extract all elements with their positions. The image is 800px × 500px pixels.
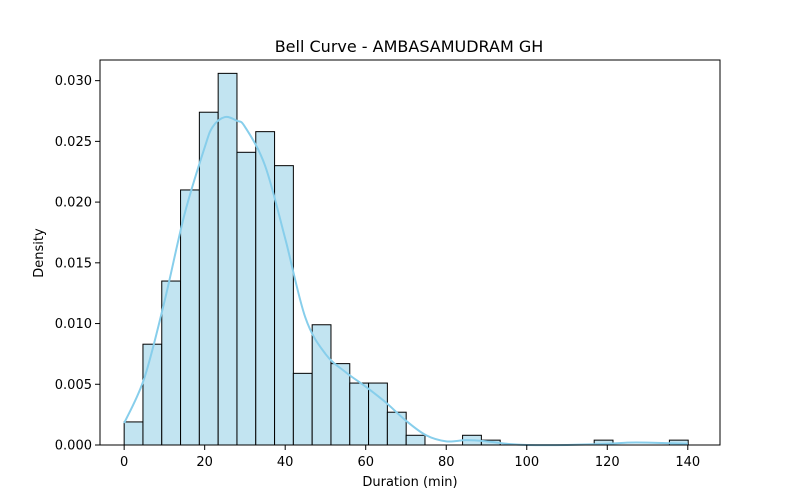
plot-frame [99, 59, 721, 446]
x-tick-label: 140 [675, 455, 700, 470]
histogram-bar [405, 434, 426, 446]
histogram-bar [386, 411, 407, 446]
histogram-bar [142, 343, 163, 446]
y-tick-label: 0.000 [55, 439, 92, 454]
histogram-bar [255, 131, 276, 446]
histogram-bar [123, 421, 144, 446]
histogram-bar [217, 72, 238, 446]
x-tick-label: 0 [120, 455, 128, 470]
x-tick-label: 120 [595, 455, 620, 470]
x-axis-label: Duration (min) [362, 475, 457, 490]
x-tick-label: 20 [196, 455, 213, 470]
histogram-bar [292, 372, 313, 446]
x-tick-label: 100 [514, 455, 539, 470]
x-tick-label: 60 [357, 455, 374, 470]
histogram-bar [368, 382, 388, 446]
histogram-bars [123, 72, 689, 446]
histogram-bar [198, 111, 219, 446]
histogram-bar [236, 151, 257, 446]
y-tick-label: 0.025 [55, 135, 92, 150]
y-axis-ticks: 0.000 0.005 0.010 0.015 0.020 0.025 0.030 [55, 74, 100, 454]
x-tick-label: 80 [438, 455, 455, 470]
histogram-bar [330, 363, 351, 446]
chart-title: Bell Curve - AMBASAMUDRAM GH [275, 37, 544, 56]
y-axis-label: Density [32, 228, 47, 278]
y-tick-label: 0.005 [55, 378, 92, 393]
y-tick-label: 0.020 [55, 196, 92, 211]
y-tick-label: 0.010 [55, 317, 92, 332]
histogram-bar [349, 382, 370, 446]
y-tick-label: 0.015 [55, 256, 92, 271]
histogram-bar [311, 324, 332, 446]
histogram-bar [161, 280, 182, 446]
x-tick-label: 40 [277, 455, 294, 470]
x-axis-ticks: 0 20 40 60 80 100 120 140 [120, 445, 700, 470]
histogram-bar [180, 189, 200, 446]
y-tick-label: 0.030 [55, 74, 92, 89]
